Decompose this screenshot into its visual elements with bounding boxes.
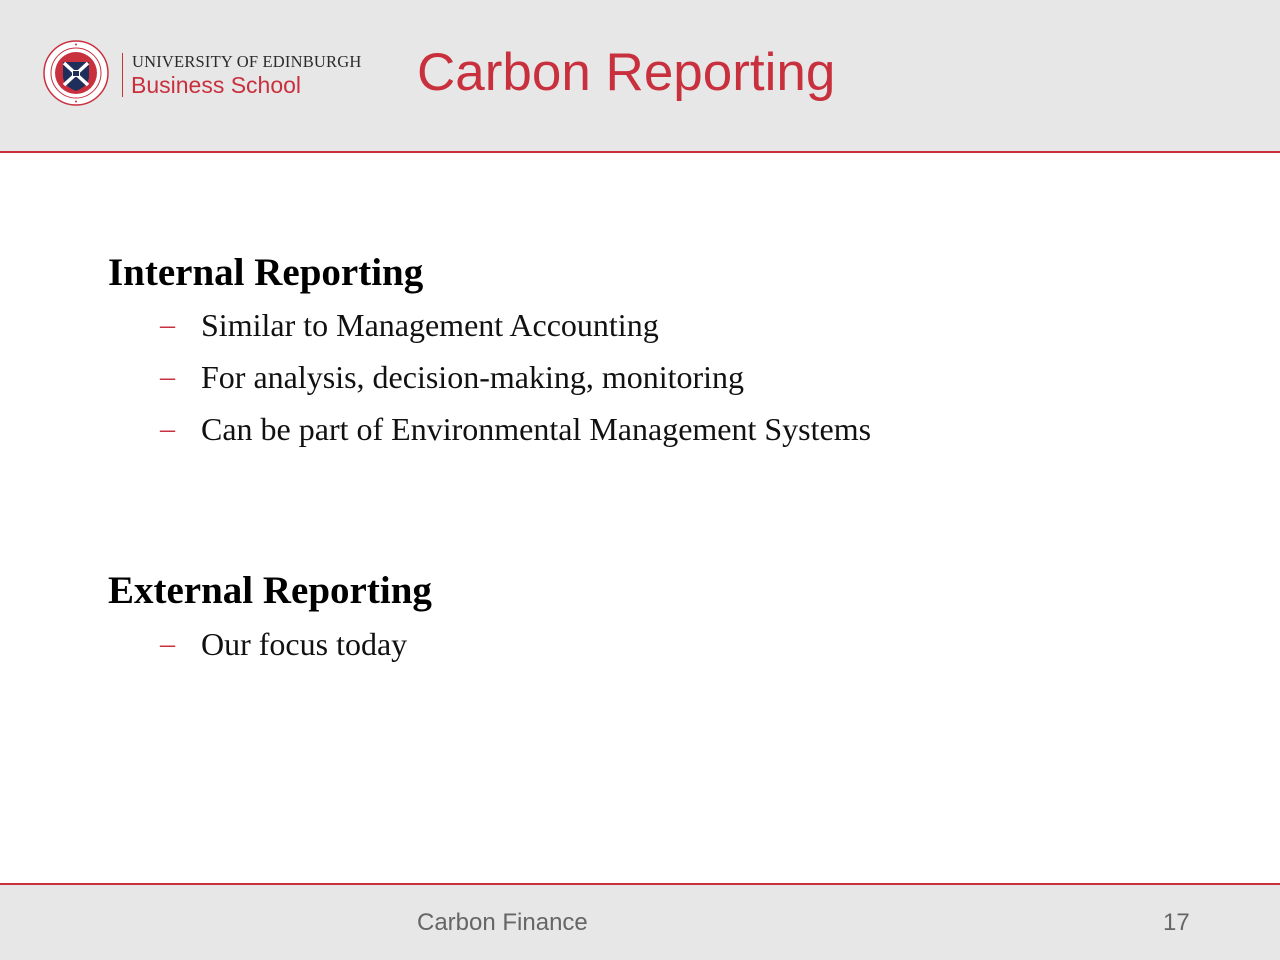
page-number: 17 [1163,909,1190,936]
section-internal-reporting: Internal Reporting – Similar to Manageme… [108,250,871,455]
slide-title: Carbon Reporting [417,43,836,102]
bullet-text: Similar to Management Accounting [201,307,659,343]
bullet-dash: – [160,360,175,393]
school-name: Business School [131,72,302,98]
logo-divider [122,53,123,97]
bullet-dash: – [160,308,175,341]
bullet-item: – For analysis, decision-making, monitor… [108,351,744,403]
university-logo: UNIVERSITY OF EDINBURGH Business School [43,40,363,112]
bullet-dash: – [160,627,175,660]
university-seal-icon [43,40,109,106]
bullet-text: Our focus today [201,626,408,662]
bullet-item: – Can be part of Environmental Managemen… [108,403,871,455]
footer-title: Carbon Finance [417,909,588,936]
bullet-dash: – [160,412,175,445]
slide-header: UNIVERSITY OF EDINBURGH Business School … [0,0,1280,153]
bullet-item: – Our focus today [108,618,432,670]
section-heading: External Reporting [108,569,432,612]
section-heading: Internal Reporting [108,251,424,294]
slide-footer: Carbon Finance 17 [0,883,1280,960]
bullet-list: – Our focus today [108,618,432,670]
bullet-text: For analysis, decision-making, monitorin… [201,359,745,395]
bullet-list: – Similar to Management Accounting – For… [108,299,871,455]
bullet-text: Can be part of Environmental Management … [201,411,872,447]
section-external-reporting: External Reporting – Our focus today [108,568,432,670]
bullet-item: – Similar to Management Accounting [108,299,659,351]
university-name: UNIVERSITY OF EDINBURGH [132,52,362,71]
